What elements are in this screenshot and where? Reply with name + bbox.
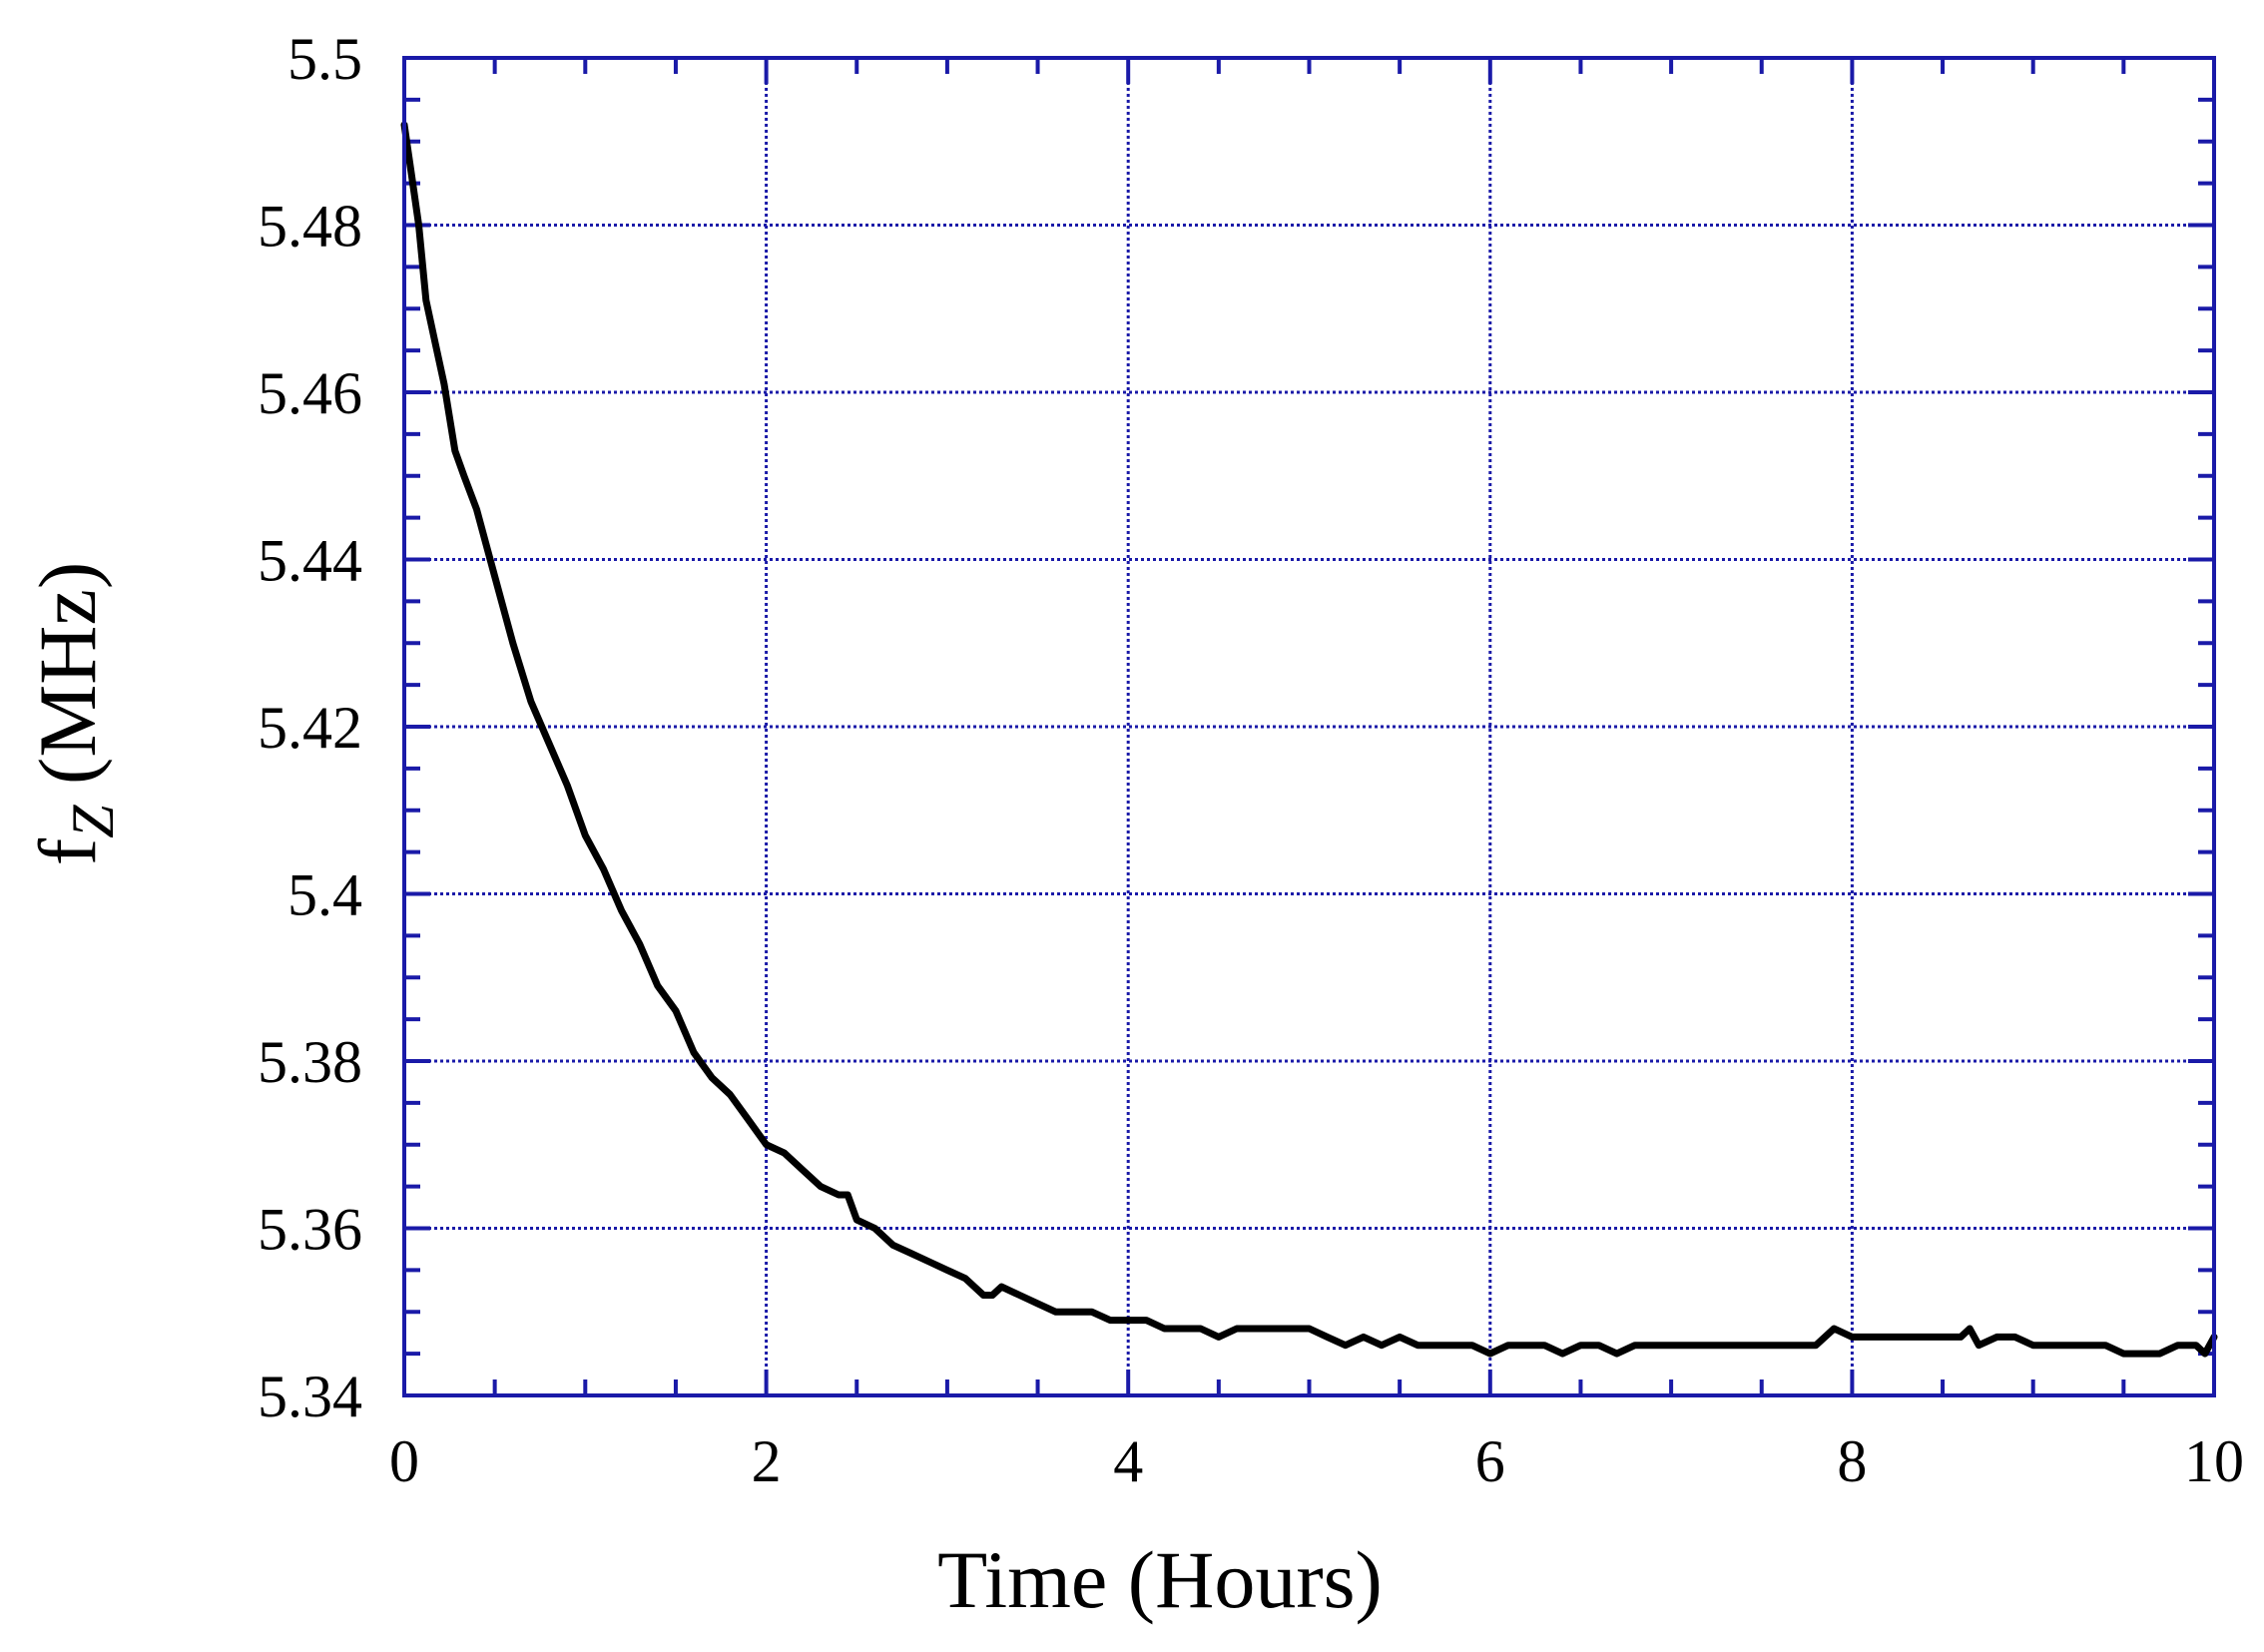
y-axis-title: fZ (MHz) [22, 562, 126, 865]
x-tick-label: 4 [1113, 1428, 1143, 1494]
y-tick-label: 5.44 [258, 528, 362, 594]
y-tick-label: 5.46 [258, 360, 362, 426]
y-axis-title-unit: (MHz) [22, 562, 113, 806]
y-tick-label: 5.38 [258, 1029, 362, 1095]
y-tick-label: 5.48 [258, 194, 362, 260]
series-layer [400, 121, 2218, 1358]
y-axis-title-subscript: Z [60, 805, 126, 838]
x-tick-label: 8 [1837, 1428, 1867, 1494]
y-tick-label: 5.42 [258, 695, 362, 761]
x-tick-labels: 0 2 4 6 8 10 [389, 1428, 2244, 1494]
y-tick-label: 5.36 [258, 1197, 362, 1263]
x-tick-label: 10 [2184, 1428, 2244, 1494]
y-tick-label: 5.5 [287, 26, 362, 92]
x-tick-label: 0 [389, 1428, 419, 1494]
y-axis-title-symbol: f [22, 837, 113, 865]
y-tick-label: 5.4 [287, 862, 362, 928]
y-tick-label: 5.34 [258, 1364, 362, 1429]
plot-frame [402, 56, 2216, 1397]
x-tick-label: 2 [752, 1428, 782, 1494]
y-tick-labels: 5.34 5.36 5.38 5.4 5.42 5.44 5.46 5.48 5.5 [258, 26, 362, 1429]
x-axis-title: Time (Hours) [937, 1534, 1383, 1625]
x-tick-label: 6 [1475, 1428, 1505, 1494]
data-series-line [400, 121, 2218, 1358]
